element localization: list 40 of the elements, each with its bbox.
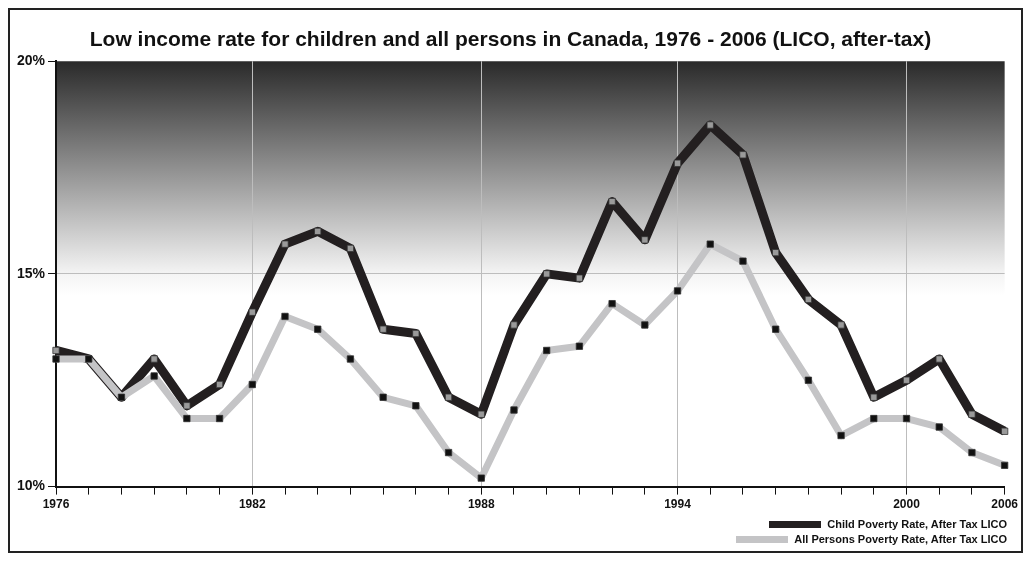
point xyxy=(706,121,714,129)
point xyxy=(510,321,518,329)
y-tick-label: 15% xyxy=(16,264,46,281)
point xyxy=(314,227,322,235)
point xyxy=(216,380,224,389)
x-tick-label: 1976 xyxy=(42,497,70,512)
point xyxy=(739,151,747,159)
point xyxy=(870,393,878,401)
x-tick-label: 2006 xyxy=(991,497,1019,512)
point xyxy=(902,376,911,384)
point xyxy=(837,321,845,329)
point xyxy=(772,249,780,257)
point xyxy=(248,308,256,316)
point xyxy=(379,325,387,333)
point xyxy=(52,346,60,355)
x-tick-label: 1982 xyxy=(238,497,266,512)
point xyxy=(543,270,551,278)
point xyxy=(804,295,812,304)
point xyxy=(444,393,453,401)
legend-label: Child Poverty Rate, After Tax LICO xyxy=(827,517,1007,532)
point xyxy=(412,329,420,338)
chart-title: Low income rate for children and all persons in Canada, 1976 - 2006 (LICO, after-tax) xyxy=(89,27,932,51)
x-tick-label: 1994 xyxy=(664,497,692,512)
point xyxy=(1001,427,1009,435)
point xyxy=(641,236,649,244)
point xyxy=(968,410,976,418)
y-tick-label: 20% xyxy=(16,52,46,69)
point xyxy=(346,244,355,252)
point xyxy=(673,159,682,167)
point xyxy=(935,355,943,363)
point xyxy=(281,240,289,248)
point xyxy=(575,274,583,282)
point xyxy=(150,355,158,363)
y-tick-label: 10% xyxy=(16,477,46,494)
point xyxy=(477,410,485,418)
point xyxy=(183,402,191,410)
point xyxy=(608,198,616,206)
x-tick-label: 2000 xyxy=(893,497,921,512)
legend-label: All Persons Poverty Rate, After Tax LICO xyxy=(794,532,1007,547)
x-tick-label: 1988 xyxy=(467,497,495,512)
